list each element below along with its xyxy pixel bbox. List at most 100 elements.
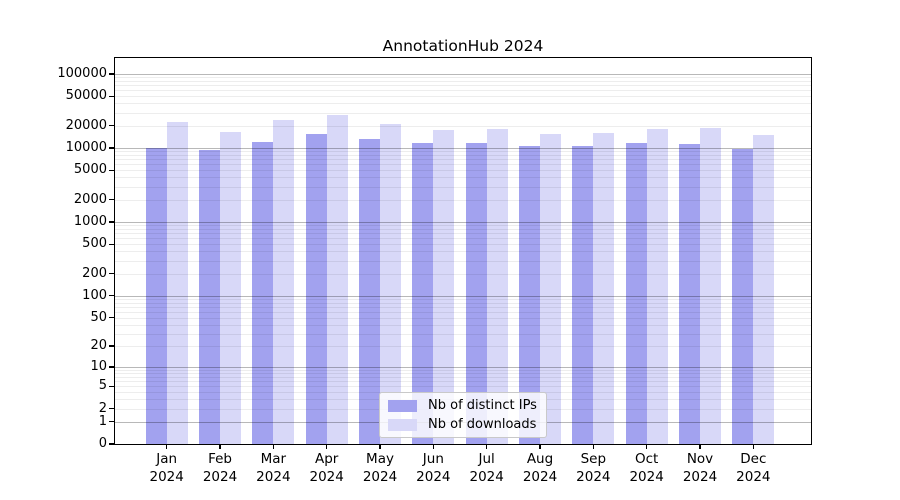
gridline-8000 (115, 155, 811, 157)
bar-downloads-sep (593, 132, 615, 444)
x-tick-label-apr: Apr 2024 (309, 451, 344, 485)
y-tick-mark-0 (109, 443, 114, 445)
x-tick-label-feb: Feb 2024 (202, 451, 238, 485)
gridline-40000 (115, 103, 811, 105)
legend: Nb of distinct IPs Nb of downloads (379, 392, 547, 438)
bar-downloads-nov (700, 127, 721, 444)
x-tick-label-may: May 2024 (362, 451, 398, 485)
bar-downloads-may (380, 124, 402, 444)
gridline-600 (115, 238, 811, 240)
y-tick-mark-20000 (109, 125, 114, 127)
gridline-9 (115, 370, 811, 371)
bar-ips-nov (679, 144, 700, 444)
y-tick-label-20: 20 (90, 338, 107, 354)
x-tick-label-oct: Oct 2024 (629, 451, 664, 485)
gridline-10 (115, 366, 811, 368)
x-tick-mark-jan (166, 444, 168, 449)
x-tick-mark-sep (592, 444, 595, 449)
gridline-9000 (115, 151, 811, 153)
bar-ips-dec (732, 148, 754, 444)
bar-ips-jul (465, 142, 487, 444)
gridline-30 (115, 333, 811, 335)
y-tick-mark-2 (109, 407, 114, 410)
gridline-5 (115, 386, 811, 388)
gridline-2000 (115, 199, 811, 201)
gridline-7 (115, 377, 811, 379)
gridline-90 (115, 299, 811, 301)
gridline-10000 (115, 147, 811, 149)
x-tick-mark-nov (699, 444, 701, 449)
gridline-200 (115, 273, 811, 275)
gridline-40 (115, 324, 811, 326)
bar-downloads-apr (326, 115, 348, 444)
gridline-700 (115, 233, 811, 235)
x-tick-label-nov: Nov 2024 (682, 451, 718, 485)
gridline-6 (115, 381, 811, 383)
gridline-50000 (115, 96, 811, 98)
y-tick-label-10: 10 (90, 358, 107, 374)
gridline-100 (115, 295, 811, 297)
y-tick-mark-5 (109, 385, 114, 388)
gridline-300 (115, 260, 811, 262)
y-tick-label-100: 100 (82, 287, 107, 303)
y-tick-label-5000: 5000 (73, 162, 107, 178)
y-tick-label-500: 500 (82, 236, 107, 252)
gridline-400 (115, 251, 811, 253)
gridline-7000 (115, 159, 811, 161)
legend-item-distinct-ips: Nb of distinct IPs (388, 398, 537, 413)
gridline-50 (115, 317, 811, 319)
bar-downloads-feb (220, 132, 242, 444)
y-tick-label-20000: 20000 (65, 117, 107, 133)
x-tick-mark-may (379, 444, 381, 449)
y-tick-mark-100000 (109, 73, 114, 75)
y-tick-label-200: 200 (82, 265, 107, 281)
bar-ips-mar (252, 141, 274, 444)
y-tick-mark-1000 (109, 221, 114, 223)
y-tick-label-50: 50 (90, 309, 107, 325)
legend-label-distinct-ips: Nb of distinct IPs (428, 398, 537, 413)
y-tick-mark-50000 (109, 95, 114, 97)
bar-downloads-jun (433, 129, 455, 444)
y-tick-label-10000: 10000 (65, 139, 107, 155)
y-tick-label-5: 5 (98, 378, 107, 394)
y-tick-label-50000: 50000 (65, 88, 107, 104)
bar-downloads-mar (273, 120, 295, 444)
gridline-60 (115, 311, 811, 313)
gridline-100000 (115, 73, 811, 75)
gridline-30000 (115, 112, 811, 114)
y-tick-label-100000: 100000 (57, 65, 107, 81)
gridline-70000 (115, 85, 811, 87)
gridline-60000 (115, 90, 811, 92)
bar-ips-oct (625, 143, 647, 444)
bar-ips-apr (305, 133, 327, 444)
gridline-5000 (115, 170, 811, 172)
gridline-20000 (115, 125, 811, 127)
gridline-1000 (115, 221, 811, 223)
gridline-90000 (115, 77, 811, 79)
legend-swatch-downloads-icon (388, 418, 417, 431)
x-tick-label-aug: Aug 2024 (522, 451, 558, 485)
bar-ips-jan (145, 147, 167, 444)
y-tick-mark-10000 (109, 147, 114, 149)
y-tick-mark-20 (109, 345, 114, 347)
x-tick-mark-jun (432, 444, 435, 449)
x-tick-mark-aug (539, 444, 541, 449)
bar-downloads-jul (486, 129, 508, 444)
gridline-900 (115, 225, 811, 227)
y-tick-mark-1 (109, 421, 114, 423)
gridline-8 (115, 373, 811, 375)
x-tick-label-sep: Sep 2024 (576, 451, 611, 485)
gridline-3000 (115, 186, 811, 188)
gridline-500 (115, 244, 811, 246)
gridline-800 (115, 229, 811, 231)
y-tick-label-2: 2 (98, 400, 107, 416)
x-tick-label-dec: Dec 2024 (736, 451, 771, 485)
gridline-20 (115, 346, 811, 348)
gridline-6000 (115, 164, 811, 166)
x-tick-label-jun: Jun 2024 (416, 451, 451, 485)
y-tick-mark-5000 (109, 169, 114, 171)
x-tick-mark-dec (752, 444, 755, 449)
x-tick-mark-oct (645, 444, 648, 449)
gridline-70 (115, 307, 811, 308)
